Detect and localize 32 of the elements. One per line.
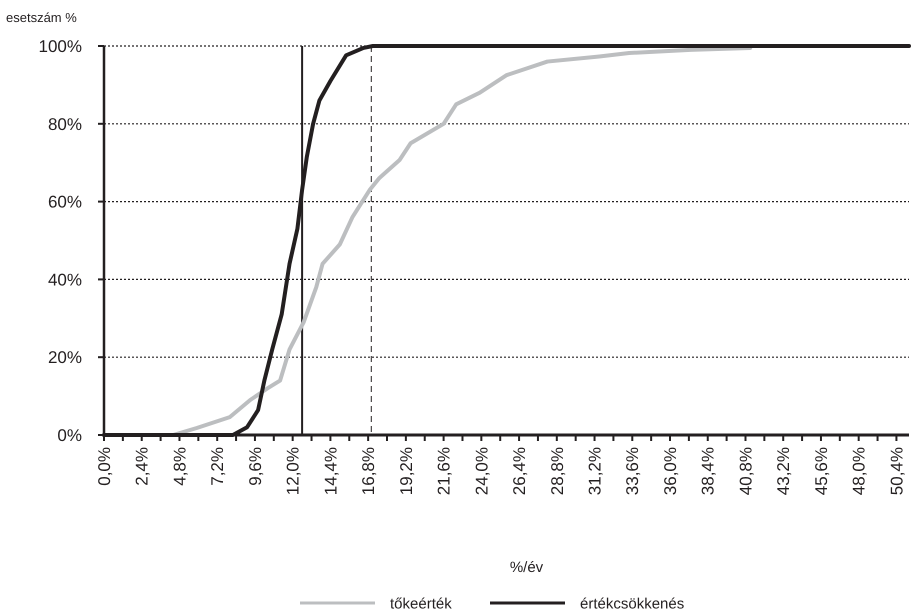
x-tick-label: 33,6% bbox=[623, 447, 642, 496]
x-tick-label: 16,8% bbox=[359, 447, 378, 496]
x-tick-label: 36,0% bbox=[660, 447, 680, 496]
x-tick-label: 43,2% bbox=[774, 447, 794, 496]
x-tick-label: 9,6% bbox=[246, 447, 265, 486]
x-tick-label: 40,8% bbox=[736, 447, 756, 496]
y-tick-label: 60% bbox=[48, 192, 82, 212]
x-tick-label: 2,4% bbox=[132, 447, 152, 486]
y-tick-label: 80% bbox=[48, 114, 82, 134]
x-tick-label: 50,4% bbox=[887, 447, 906, 496]
y-tick-label: 0% bbox=[57, 426, 82, 445]
legend-label: tőkeérték bbox=[390, 595, 452, 612]
x-tick-label: 31,2% bbox=[585, 447, 604, 496]
legend-label: értékcsökkenés bbox=[580, 595, 684, 612]
x-tick-label: 21,6% bbox=[434, 447, 454, 496]
x-tick-label: 48,0% bbox=[850, 447, 869, 496]
x-axis-title: %/év bbox=[510, 559, 544, 576]
x-tick-label: 45,6% bbox=[812, 447, 831, 496]
x-tick-label: 28,8% bbox=[548, 447, 567, 496]
x-tick-label: 4,8% bbox=[170, 447, 190, 486]
x-tick-label: 7,2% bbox=[208, 447, 228, 486]
x-tick-label: 38,4% bbox=[698, 447, 718, 496]
x-tick-label: 19,2% bbox=[396, 447, 416, 496]
y-tick-label: 20% bbox=[48, 348, 82, 368]
y-tick-label: 40% bbox=[48, 270, 82, 290]
x-tick-label: 12,0% bbox=[284, 447, 303, 496]
x-tick-label: 26,4% bbox=[510, 447, 530, 496]
x-tick-label: 0,0% bbox=[94, 447, 114, 486]
y-axis-title: esetszám % bbox=[6, 10, 78, 25]
x-tick-label: 24,0% bbox=[472, 447, 492, 496]
x-tick-label: 14,4% bbox=[321, 447, 340, 496]
y-tick-label: 100% bbox=[38, 36, 82, 56]
